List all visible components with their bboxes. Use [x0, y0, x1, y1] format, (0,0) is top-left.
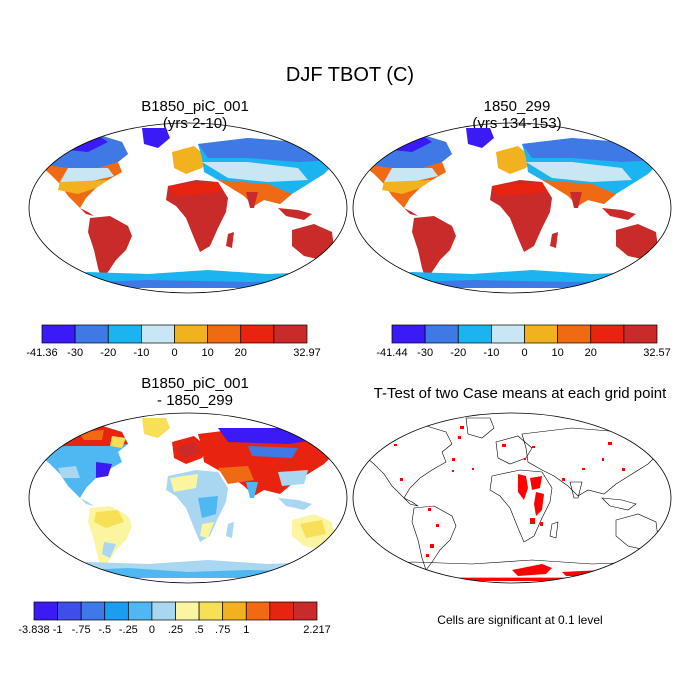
- panel-1-title: B1850_piC_001 (yrs 2-10): [45, 98, 345, 132]
- colorbar-2-box-5: [557, 324, 592, 344]
- colorbar-3-box-2: [80, 601, 106, 621]
- colorbar-2-box-7: [623, 324, 658, 344]
- colorbar-2-box-2: [457, 324, 492, 344]
- colorbar-2-label-3: -10: [483, 347, 499, 359]
- colorbar-2-label-1: -30: [417, 347, 433, 359]
- colorbar-2-box-6: [590, 324, 625, 344]
- colorbar-1-box-4: [174, 324, 208, 344]
- colorbar-1-box-3: [141, 324, 175, 344]
- colorbar-3-box-11: [293, 601, 318, 621]
- colorbar-1-box-1: [74, 324, 109, 344]
- colorbar-1-label-1: -30: [67, 347, 83, 359]
- map-outline: [28, 412, 348, 584]
- colorbar-3-label-7: .5: [194, 624, 203, 636]
- colorbar-1-label-2: -20: [100, 347, 116, 359]
- colorbar-1-box-0: [41, 324, 76, 344]
- colorbar-1-label-5: 10: [202, 347, 214, 359]
- panel-4-title-line1: T-Test of two Case means at each grid po…: [373, 385, 667, 402]
- colorbar-1-box-7: [273, 324, 308, 344]
- colorbar-1-box-2: [107, 324, 142, 344]
- colorbar-3-label-5: 0: [149, 624, 155, 636]
- panel-3-title-line1: B1850_piC_001: [141, 375, 249, 392]
- colorbar-2-box-4: [524, 324, 558, 344]
- colorbar-3-box-9: [245, 601, 271, 621]
- colorbar-1-box-5: [207, 324, 242, 344]
- colorbar-3-box-10: [269, 601, 294, 621]
- colorbar-3-label-2: -.75: [72, 624, 91, 636]
- panel-1-title-line2: (yrs 2-10): [162, 115, 228, 132]
- colorbar-2-box-3: [491, 324, 525, 344]
- colorbar-1-label-0: -41.36: [26, 347, 57, 359]
- colorbar-3-box-6: [175, 601, 200, 621]
- colorbar-2-box-1: [424, 324, 459, 344]
- colorbar-3-label-9: 1: [243, 624, 249, 636]
- colorbar-3-label-1: -1: [53, 624, 63, 636]
- colorbar-2-label-4: 0: [521, 347, 527, 359]
- map-panel-4: [352, 412, 672, 584]
- colorbar-1-label-3: -10: [133, 347, 149, 359]
- colorbar-2-label-7: 32.57: [643, 347, 671, 359]
- panel-1-title-line1: B1850_piC_001: [141, 98, 249, 115]
- colorbar-1-label-4: 0: [171, 347, 177, 359]
- colorbar-2-label-0: -41.44: [376, 347, 407, 359]
- map-outline: [28, 122, 348, 294]
- map-panel-3: [28, 412, 348, 584]
- colorbar-3-box-4: [127, 601, 153, 621]
- significance-note: Cells are significant at 0.1 level: [437, 613, 603, 627]
- figure-title: DJF TBOT (C): [285, 64, 415, 86]
- colorbar-3: -3.838 -1 -.75 -.5 -.25 0 .25 .5 .75 1 2.217: [18, 601, 331, 636]
- panel-3-title-line2: - 1850_299: [157, 392, 233, 409]
- map-panel-1: [28, 122, 348, 294]
- panel-4-title: T-Test of two Case means at each grid po…: [350, 385, 690, 402]
- colorbar-3-label-3: -.5: [98, 624, 111, 636]
- colorbar-3-label-4: -.25: [119, 624, 138, 636]
- colorbar-3-label-10: 2.217: [303, 624, 331, 636]
- colorbar-3-box-7: [198, 601, 224, 621]
- map-outline: [352, 412, 672, 584]
- colorbar-3-box-3: [104, 601, 129, 621]
- colorbar-1: -41.36 -30 -20 -10 0 10 20 32.97: [26, 324, 321, 359]
- colorbar-2-label-2: -20: [450, 347, 466, 359]
- colorbar-3-label-6: .25: [168, 624, 183, 636]
- panel-2-title-line1: 1850_299: [483, 98, 551, 115]
- colorbar-2-box-0: [391, 324, 426, 344]
- panel-3-title: B1850_piC_001 - 1850_299: [45, 375, 345, 409]
- colorbar-3-box-5: [151, 601, 176, 621]
- colorbar-2-label-6: 20: [585, 347, 597, 359]
- panel-2-title-line2: (yrs 134-153): [472, 115, 562, 132]
- colorbar-1-label-7: 32.97: [293, 347, 321, 359]
- colorbar-2: -41.44 -30 -20 -10 0 10 20 32.57: [376, 324, 671, 359]
- map-panel-2: [352, 122, 672, 294]
- map-outline: [352, 122, 672, 294]
- colorbar-3-box-0: [33, 601, 58, 621]
- colorbar-3-box-8: [222, 601, 247, 621]
- colorbar-2-label-5: 10: [552, 347, 564, 359]
- colorbar-1-label-6: 20: [235, 347, 247, 359]
- colorbar-3-label-0: -3.838: [18, 624, 49, 636]
- colorbar-3-box-1: [57, 601, 82, 621]
- colorbar-3-label-8: .75: [215, 624, 230, 636]
- colorbar-1-box-6: [240, 324, 275, 344]
- panel-2-title: 1850_299 (yrs 134-153): [367, 98, 667, 132]
